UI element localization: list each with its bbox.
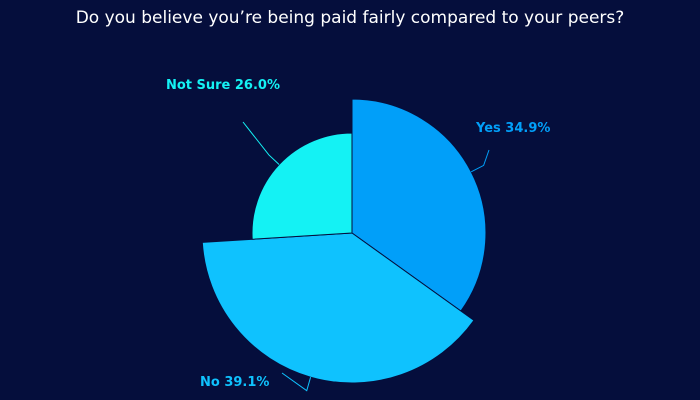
leader-line-yes [470, 149, 490, 173]
leader-line-not-sure [242, 121, 280, 165]
pie-slice-yes [351, 98, 487, 312]
slice-label-yes: Yes 34.9% [475, 121, 550, 136]
slice-label-not-sure: Not Sure 26.0% [166, 78, 280, 93]
leader-line-no [281, 372, 312, 392]
pie-slice-no [201, 232, 475, 384]
pie-slice-not-sure [251, 132, 353, 240]
chart-title: Do you believe you’re being paid fairly … [75, 8, 625, 28]
slice-label-no: No 39.1% [200, 375, 269, 390]
